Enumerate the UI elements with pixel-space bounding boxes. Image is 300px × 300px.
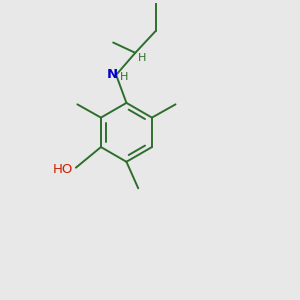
Text: N: N bbox=[107, 68, 118, 80]
Text: H: H bbox=[138, 53, 146, 63]
Text: H: H bbox=[120, 72, 128, 82]
Text: HO: HO bbox=[52, 163, 73, 176]
